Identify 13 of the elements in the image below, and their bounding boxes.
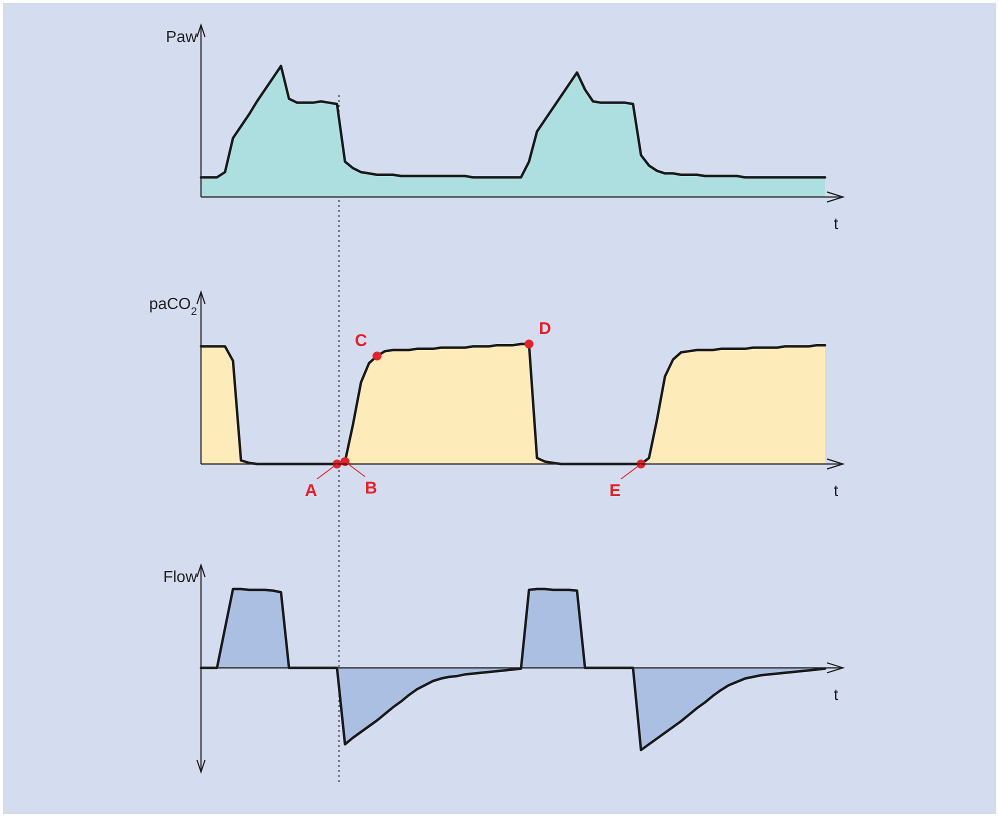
x-axis-title: t (834, 483, 839, 500)
y-axis-title: paCO$_{2}$ (149, 296, 197, 318)
point (524, 340, 534, 348)
point (372, 352, 382, 360)
y-axis-title: Paw (166, 29, 198, 46)
text: D (538, 319, 552, 338)
text: B (364, 478, 378, 498)
text: A (304, 481, 318, 500)
text: E (609, 481, 621, 500)
annotation: C (354, 331, 368, 350)
x-axis-title: t (834, 686, 839, 704)
x-axis-title: t (834, 216, 839, 233)
y-axis-title: Flow (163, 569, 198, 586)
